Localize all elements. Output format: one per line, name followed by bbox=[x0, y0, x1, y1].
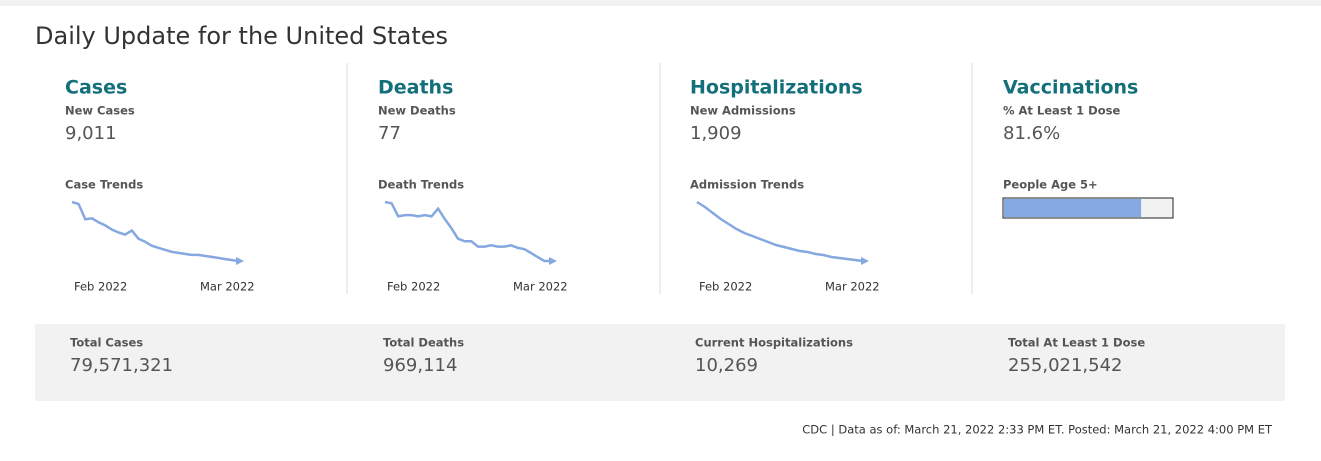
section-heading: Hospitalizations bbox=[690, 77, 863, 99]
metric-label: % At Least 1 Dose bbox=[1003, 104, 1120, 118]
metric-value: 1,909 bbox=[690, 123, 742, 144]
trend-arrow bbox=[861, 257, 869, 265]
trend-label: Case Trends bbox=[65, 178, 143, 192]
progress-fill bbox=[1004, 199, 1142, 217]
bar-label: People Age 5+ bbox=[1003, 178, 1098, 192]
trend-line bbox=[71, 200, 239, 263]
x-label: Mar 2022 bbox=[513, 280, 568, 294]
metric-label: New Admissions bbox=[690, 104, 796, 118]
section-heading: Deaths bbox=[378, 77, 453, 99]
trend-arrow bbox=[549, 257, 557, 265]
trend-label: Admission Trends bbox=[690, 178, 804, 192]
metric-value: 9,011 bbox=[65, 123, 117, 144]
metric-value: 81.6% bbox=[1003, 123, 1060, 144]
totals-panel bbox=[35, 324, 1285, 401]
title: Daily Update for the United States bbox=[35, 22, 448, 50]
total-value: 79,571,321 bbox=[70, 355, 173, 376]
trend-arrow bbox=[236, 257, 244, 265]
trend-line bbox=[384, 200, 551, 263]
total-label: Total Deaths bbox=[383, 336, 464, 350]
section-heading: Vaccinations bbox=[1003, 77, 1138, 99]
total-value: 255,021,542 bbox=[1008, 355, 1123, 376]
total-label: Total At Least 1 Dose bbox=[1008, 336, 1145, 350]
x-label: Feb 2022 bbox=[699, 280, 752, 294]
footer: CDC | Data as of: March 21, 2022 2:33 PM… bbox=[802, 423, 1273, 437]
metric-label: New Cases bbox=[65, 104, 135, 118]
total-label: Total Cases bbox=[70, 336, 143, 350]
section-heading: Cases bbox=[65, 77, 127, 99]
metric-value: 77 bbox=[378, 123, 401, 144]
x-label: Mar 2022 bbox=[825, 280, 880, 294]
x-label: Mar 2022 bbox=[200, 280, 255, 294]
metric-label: New Deaths bbox=[378, 104, 456, 118]
total-value: 969,114 bbox=[383, 355, 457, 376]
top-strip bbox=[0, 0, 1321, 6]
total-label: Current Hospitalizations bbox=[695, 336, 853, 350]
x-label: Feb 2022 bbox=[387, 280, 440, 294]
x-label: Feb 2022 bbox=[74, 280, 127, 294]
total-value: 10,269 bbox=[695, 355, 758, 376]
trend-line bbox=[696, 200, 864, 263]
trend-label: Death Trends bbox=[378, 178, 464, 192]
